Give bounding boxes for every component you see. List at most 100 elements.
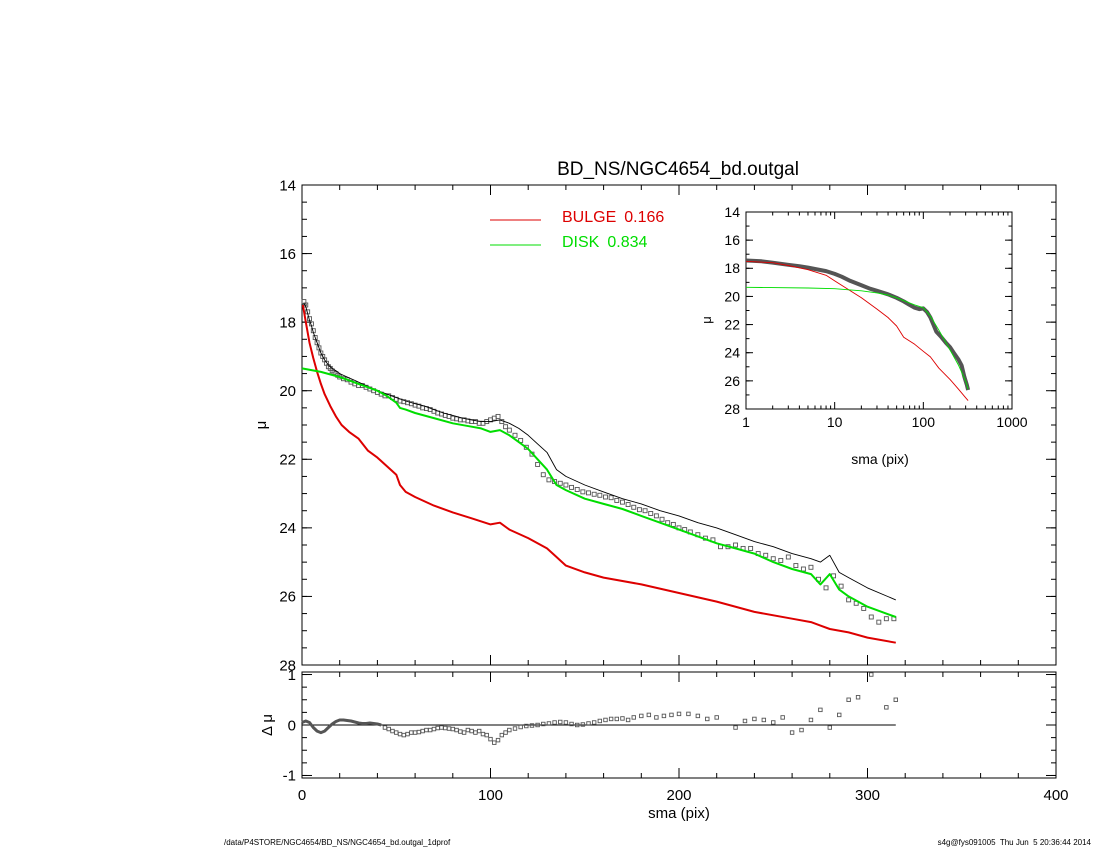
observed-point [540,472,546,478]
residual_points-point [603,717,608,723]
observed-point [535,461,541,467]
residual_points-point [686,711,691,717]
residual_points-point [586,721,591,726]
residual_points-point [535,722,540,728]
observed-point [631,504,637,510]
residual_points-point [412,730,418,735]
observed-point [574,487,580,492]
observed-point [546,477,552,483]
residual_points-point [420,728,425,734]
residual_points-point [608,716,614,722]
observed-point [563,482,569,488]
x-tick-label: 100 [912,414,936,430]
residual_points-point [507,727,512,733]
residual_points-point [443,725,448,731]
residual_points-point [799,727,804,733]
residual_points-point [450,726,455,732]
observed-point [793,563,799,569]
y-tick-label: 18 [279,314,296,331]
y-tick-label: 14 [724,204,740,220]
residual_points-point [394,730,399,735]
residual_points-point [614,716,619,722]
observed-point [614,497,620,503]
residual_points-point [431,726,437,732]
observed-point [636,507,642,513]
observed-point [883,616,889,622]
observed-point [748,545,754,551]
footer-timestamp: s4g@fys091005 Thu Jun 5 20:36:44 2014 [937,838,1091,847]
residual_points-point [469,728,474,734]
observed-point [778,557,784,563]
residual_points-point [625,717,631,723]
residual_points-point [458,729,463,734]
y-tick-label: 26 [279,589,296,606]
y-tick-label: 24 [724,345,740,361]
residual_points-point [518,724,523,730]
observed-point [800,566,806,572]
y-tick-label: 20 [724,288,740,304]
residual_points-point [488,736,493,742]
legend-bulge-label: BULGE 0.166 [562,209,664,226]
inset-x-axis-label: sma (pix) [851,451,909,467]
residual_points-point [405,731,410,737]
observed-point [503,424,509,430]
inset-y-axis-label: μ [699,316,714,324]
y-tick-label: 18 [724,260,740,276]
residual_points-point [789,730,795,735]
residual_points-point [546,721,552,726]
observed-point [506,427,512,433]
residual_points-point [480,731,486,737]
residual_points-point [580,722,586,727]
residual-plot: 0 100 200 300 400-101 Δ μ sma (pix) [259,667,1069,822]
residual_points-point [424,727,429,733]
residual_points-point [390,728,395,734]
y-tick-label: 28 [724,401,740,417]
observed-point [861,605,867,611]
x-tick-label: 0 [298,787,306,804]
residual_points-point [846,697,851,702]
observed-point [591,491,597,497]
observed-point [608,495,614,501]
residual_points-point [761,717,767,723]
residual_points-point [855,695,861,700]
y-tick-label: 20 [279,383,296,400]
residual_points-point [439,725,444,730]
observed-series-line [745,258,971,391]
observed-point [838,583,844,589]
residual_points-point [733,725,738,730]
x-tick-label: 10 [827,414,843,430]
residual_points-point [646,712,652,718]
residual_points-point [401,732,406,738]
observed-point [876,619,882,625]
observed-point [642,508,648,514]
residual_points-point [714,715,719,720]
residual-x-axis-label: sma (pix) [648,805,710,822]
residual_points-point [446,726,452,731]
main-axis-ticks: 14 16 18 20 22 24 26 28 [279,177,1057,674]
residual_points-point [552,720,557,725]
legend: BULGE 0.166 DISK 0.834 [490,209,664,251]
observed-point [653,513,659,519]
model-series-line [303,303,896,601]
observed-point [316,345,322,351]
inset-plot: 1 10 100 1000 14 16 18 20 22 24 26 28 μ sma (pix) [699,204,1028,467]
residual_points-point [512,726,518,731]
residual_points-point [435,725,440,731]
residual_points-point [639,713,644,719]
residual_points-point [461,730,467,735]
observed-point [586,490,591,496]
observed-point [512,432,518,438]
residual_points-point [827,725,832,730]
observed-point [495,413,501,419]
chart-title: BD_NS/NGC4654_bd.outgal [557,159,799,180]
residual_points-point [503,730,508,735]
residual_points-point [473,730,478,735]
residual_points-point [386,726,391,732]
main-series-layer [301,299,897,644]
residual_points-point [893,697,898,702]
residual_points-point [669,712,674,718]
y-tick-label: 0 [288,717,296,734]
observed-point [733,542,738,548]
disk-series-line [745,286,969,390]
